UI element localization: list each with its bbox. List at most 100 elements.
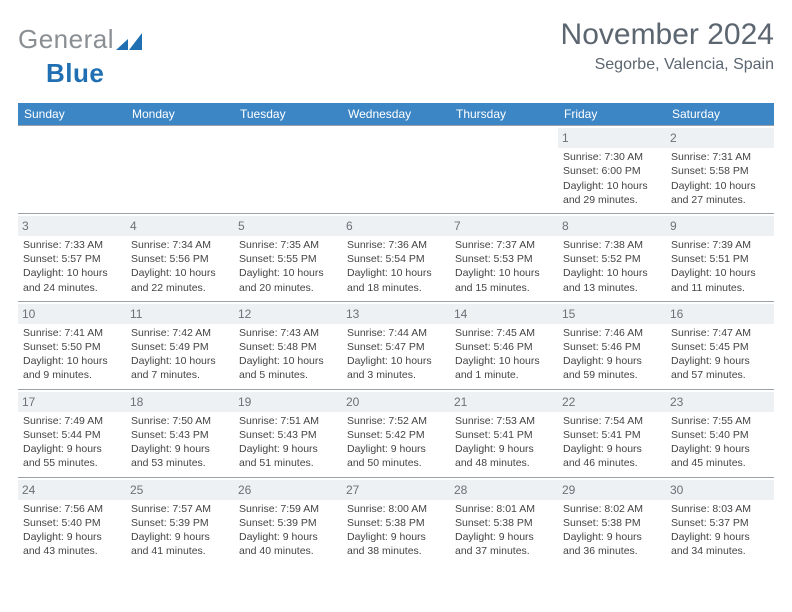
sunrise-text: Sunrise: 8:02 AM bbox=[563, 502, 661, 516]
sunset-text: Sunset: 5:53 PM bbox=[455, 252, 553, 266]
sunset-text: Sunset: 5:49 PM bbox=[131, 340, 229, 354]
daylight-text: Daylight: 10 hours bbox=[455, 266, 553, 280]
title-block: November 2024 Segorbe, Valencia, Spain bbox=[561, 18, 774, 74]
brand-logo: General bbox=[18, 18, 144, 55]
daylight-text: and 34 minutes. bbox=[671, 544, 769, 558]
daylight-text: Daylight: 9 hours bbox=[563, 354, 661, 368]
sunrise-text: Sunrise: 7:46 AM bbox=[563, 326, 661, 340]
weekday-header: Wednesday bbox=[342, 103, 450, 126]
calendar-table: SundayMondayTuesdayWednesdayThursdayFrid… bbox=[18, 103, 774, 564]
daylight-text: and 27 minutes. bbox=[671, 193, 769, 207]
month-title: November 2024 bbox=[561, 18, 774, 52]
sunset-text: Sunset: 5:40 PM bbox=[23, 516, 121, 530]
sunset-text: Sunset: 5:57 PM bbox=[23, 252, 121, 266]
calendar-week-row: 3Sunrise: 7:33 AMSunset: 5:57 PMDaylight… bbox=[18, 213, 774, 301]
calendar-day-cell bbox=[234, 126, 342, 214]
calendar-day-cell bbox=[126, 126, 234, 214]
calendar-day-cell: 24Sunrise: 7:56 AMSunset: 5:40 PMDayligh… bbox=[18, 477, 126, 564]
daylight-text: Daylight: 9 hours bbox=[563, 530, 661, 544]
calendar-day-cell bbox=[18, 126, 126, 214]
brand-mark-icon bbox=[116, 30, 142, 55]
sunrise-text: Sunrise: 7:43 AM bbox=[239, 326, 337, 340]
sunrise-text: Sunrise: 7:59 AM bbox=[239, 502, 337, 516]
daylight-text: Daylight: 9 hours bbox=[671, 530, 769, 544]
sunset-text: Sunset: 5:48 PM bbox=[239, 340, 337, 354]
calendar-day-cell: 9Sunrise: 7:39 AMSunset: 5:51 PMDaylight… bbox=[666, 213, 774, 301]
sunrise-text: Sunrise: 7:50 AM bbox=[131, 414, 229, 428]
sunrise-text: Sunrise: 7:37 AM bbox=[455, 238, 553, 252]
day-number: 18 bbox=[126, 392, 234, 412]
daylight-text: Daylight: 9 hours bbox=[23, 530, 121, 544]
sunrise-text: Sunrise: 7:44 AM bbox=[347, 326, 445, 340]
sunset-text: Sunset: 5:46 PM bbox=[455, 340, 553, 354]
sunset-text: Sunset: 5:42 PM bbox=[347, 428, 445, 442]
calendar-day-cell: 29Sunrise: 8:02 AMSunset: 5:38 PMDayligh… bbox=[558, 477, 666, 564]
daylight-text: and 11 minutes. bbox=[671, 281, 769, 295]
calendar-day-cell: 16Sunrise: 7:47 AMSunset: 5:45 PMDayligh… bbox=[666, 301, 774, 389]
daylight-text: and 5 minutes. bbox=[239, 368, 337, 382]
day-number: 14 bbox=[450, 304, 558, 324]
calendar-day-cell: 11Sunrise: 7:42 AMSunset: 5:49 PMDayligh… bbox=[126, 301, 234, 389]
day-number: 2 bbox=[666, 128, 774, 148]
daylight-text: Daylight: 10 hours bbox=[671, 266, 769, 280]
calendar-day-cell: 25Sunrise: 7:57 AMSunset: 5:39 PMDayligh… bbox=[126, 477, 234, 564]
calendar-week-row: 17Sunrise: 7:49 AMSunset: 5:44 PMDayligh… bbox=[18, 389, 774, 477]
sunset-text: Sunset: 5:38 PM bbox=[455, 516, 553, 530]
daylight-text: Daylight: 9 hours bbox=[347, 442, 445, 456]
daylight-text: and 7 minutes. bbox=[131, 368, 229, 382]
calendar-day-cell: 1Sunrise: 7:30 AMSunset: 6:00 PMDaylight… bbox=[558, 126, 666, 214]
calendar-day-cell: 30Sunrise: 8:03 AMSunset: 5:37 PMDayligh… bbox=[666, 477, 774, 564]
sunset-text: Sunset: 5:41 PM bbox=[563, 428, 661, 442]
sunrise-text: Sunrise: 7:30 AM bbox=[563, 150, 661, 164]
calendar-week-row: 10Sunrise: 7:41 AMSunset: 5:50 PMDayligh… bbox=[18, 301, 774, 389]
calendar-day-cell: 19Sunrise: 7:51 AMSunset: 5:43 PMDayligh… bbox=[234, 389, 342, 477]
calendar-day-cell: 14Sunrise: 7:45 AMSunset: 5:46 PMDayligh… bbox=[450, 301, 558, 389]
sunrise-text: Sunrise: 7:36 AM bbox=[347, 238, 445, 252]
sunrise-text: Sunrise: 8:03 AM bbox=[671, 502, 769, 516]
daylight-text: and 13 minutes. bbox=[563, 281, 661, 295]
sunset-text: Sunset: 5:44 PM bbox=[23, 428, 121, 442]
sunrise-text: Sunrise: 7:38 AM bbox=[563, 238, 661, 252]
daylight-text: Daylight: 10 hours bbox=[131, 266, 229, 280]
daylight-text: and 36 minutes. bbox=[563, 544, 661, 558]
day-number: 21 bbox=[450, 392, 558, 412]
daylight-text: Daylight: 9 hours bbox=[671, 442, 769, 456]
daylight-text: Daylight: 9 hours bbox=[563, 442, 661, 456]
daylight-text: and 1 minute. bbox=[455, 368, 553, 382]
sunset-text: Sunset: 5:39 PM bbox=[131, 516, 229, 530]
daylight-text: and 53 minutes. bbox=[131, 456, 229, 470]
daylight-text: and 43 minutes. bbox=[23, 544, 121, 558]
day-number: 9 bbox=[666, 216, 774, 236]
sunset-text: Sunset: 5:47 PM bbox=[347, 340, 445, 354]
sunrise-text: Sunrise: 7:34 AM bbox=[131, 238, 229, 252]
daylight-text: Daylight: 9 hours bbox=[239, 530, 337, 544]
weekday-header: Saturday bbox=[666, 103, 774, 126]
calendar-day-cell bbox=[342, 126, 450, 214]
sunset-text: Sunset: 5:46 PM bbox=[563, 340, 661, 354]
day-number: 1 bbox=[558, 128, 666, 148]
sunrise-text: Sunrise: 7:39 AM bbox=[671, 238, 769, 252]
day-number: 29 bbox=[558, 480, 666, 500]
daylight-text: and 38 minutes. bbox=[347, 544, 445, 558]
calendar-day-cell: 18Sunrise: 7:50 AMSunset: 5:43 PMDayligh… bbox=[126, 389, 234, 477]
day-number: 4 bbox=[126, 216, 234, 236]
day-number: 28 bbox=[450, 480, 558, 500]
daylight-text: and 59 minutes. bbox=[563, 368, 661, 382]
calendar-day-cell: 22Sunrise: 7:54 AMSunset: 5:41 PMDayligh… bbox=[558, 389, 666, 477]
daylight-text: and 45 minutes. bbox=[671, 456, 769, 470]
daylight-text: and 24 minutes. bbox=[23, 281, 121, 295]
calendar-day-cell bbox=[450, 126, 558, 214]
daylight-text: and 29 minutes. bbox=[563, 193, 661, 207]
calendar-day-cell: 8Sunrise: 7:38 AMSunset: 5:52 PMDaylight… bbox=[558, 213, 666, 301]
daylight-text: and 50 minutes. bbox=[347, 456, 445, 470]
calendar-day-cell: 23Sunrise: 7:55 AMSunset: 5:40 PMDayligh… bbox=[666, 389, 774, 477]
brand-part1: General bbox=[18, 24, 114, 55]
daylight-text: and 37 minutes. bbox=[455, 544, 553, 558]
sunrise-text: Sunrise: 7:42 AM bbox=[131, 326, 229, 340]
daylight-text: and 57 minutes. bbox=[671, 368, 769, 382]
sunrise-text: Sunrise: 7:52 AM bbox=[347, 414, 445, 428]
daylight-text: and 18 minutes. bbox=[347, 281, 445, 295]
sunrise-text: Sunrise: 7:35 AM bbox=[239, 238, 337, 252]
sunrise-text: Sunrise: 7:55 AM bbox=[671, 414, 769, 428]
weekday-header: Monday bbox=[126, 103, 234, 126]
